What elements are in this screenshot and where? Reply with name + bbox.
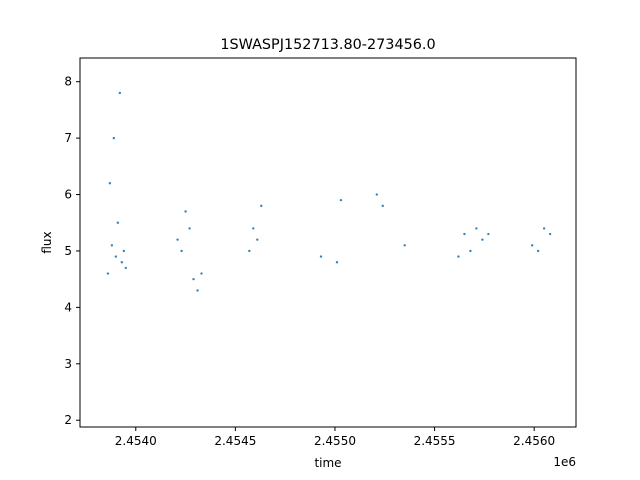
y-tick-label: 4 bbox=[64, 300, 72, 314]
data-point bbox=[481, 238, 484, 241]
data-point bbox=[475, 227, 478, 230]
data-point bbox=[106, 272, 110, 275]
data-point bbox=[192, 277, 195, 281]
axes-frame bbox=[79, 57, 577, 428]
data-point bbox=[339, 198, 343, 202]
data-point bbox=[457, 255, 460, 258]
data-point bbox=[112, 136, 116, 140]
y-axis-label: flux bbox=[40, 231, 54, 253]
data-point bbox=[114, 255, 118, 258]
data-point bbox=[118, 91, 122, 95]
data-point bbox=[403, 244, 406, 247]
x-tick-label: 2.4555 bbox=[414, 434, 456, 448]
y-tick-label: 3 bbox=[64, 357, 72, 371]
x-tick-label: 2.4545 bbox=[214, 434, 256, 448]
data-point bbox=[256, 238, 259, 241]
data-point bbox=[176, 238, 179, 241]
data-point bbox=[548, 232, 552, 236]
data-point bbox=[536, 249, 540, 253]
data-point bbox=[335, 261, 339, 264]
data-point bbox=[110, 244, 114, 247]
data-point bbox=[248, 249, 251, 253]
data-point bbox=[260, 204, 263, 208]
x-axis-offset-label: 1e6 bbox=[553, 455, 576, 469]
y-axis: 2 3 4 5 6 7 8 bbox=[64, 75, 80, 427]
data-point bbox=[124, 266, 128, 270]
data-point bbox=[469, 249, 472, 253]
data-point bbox=[120, 261, 124, 264]
data-point bbox=[542, 227, 546, 230]
x-tick-label: 2.4560 bbox=[513, 434, 555, 448]
y-tick-label: 5 bbox=[64, 244, 72, 258]
data-point bbox=[319, 255, 323, 258]
data-point bbox=[108, 182, 112, 185]
chart-title: 1SWASPJ152713.80-273456.0 bbox=[220, 37, 435, 53]
data-point bbox=[188, 227, 191, 230]
data-point bbox=[375, 193, 379, 196]
data-point bbox=[252, 227, 255, 230]
data-point bbox=[180, 249, 183, 253]
data-point bbox=[381, 204, 384, 208]
data-point bbox=[196, 289, 199, 292]
data-point bbox=[200, 272, 203, 275]
y-tick-label: 7 bbox=[64, 131, 72, 145]
y-tick-label: 2 bbox=[64, 413, 72, 427]
data-point bbox=[122, 249, 126, 253]
data-point bbox=[463, 232, 466, 236]
x-tick-label: 2.4550 bbox=[314, 434, 356, 448]
data-point bbox=[116, 221, 120, 224]
data-point bbox=[487, 232, 490, 236]
data-point bbox=[184, 210, 187, 213]
y-tick-label: 8 bbox=[64, 75, 72, 89]
x-axis: 2.4540 2.4545 2.4550 2.4555 2.4560 bbox=[115, 427, 555, 448]
x-axis-label: time bbox=[314, 456, 341, 470]
y-tick-label: 6 bbox=[64, 188, 72, 202]
x-tick-label: 2.4540 bbox=[115, 434, 157, 448]
data-point bbox=[530, 244, 534, 247]
plot-area bbox=[106, 91, 552, 292]
